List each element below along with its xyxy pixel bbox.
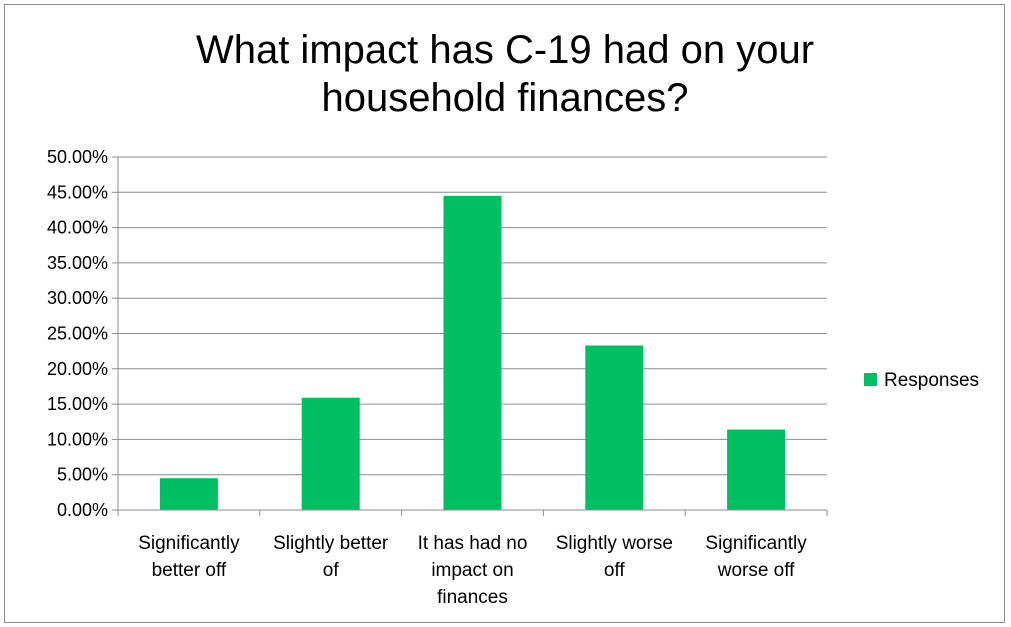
bar [443, 195, 502, 510]
y-tick-label: 10.00% [47, 429, 108, 449]
axes [117, 157, 828, 516]
bar [727, 429, 786, 510]
chart-title: What impact has C-19 had on yourhousehol… [196, 28, 814, 120]
chart-title-line: household finances? [322, 76, 689, 120]
bar [301, 397, 360, 510]
y-tick-label: 35.00% [47, 253, 108, 273]
x-category-label: better off [152, 560, 227, 581]
x-category-label: impact on [431, 560, 513, 581]
legend-label: Responses [884, 370, 979, 391]
y-tick-label: 25.00% [47, 324, 108, 344]
bars [159, 195, 786, 510]
chart-title-line: What impact has C-19 had on your [196, 28, 814, 72]
bar [585, 345, 644, 510]
x-category-label: Significantly [138, 533, 240, 554]
y-tick-label: 0.00% [57, 500, 108, 520]
y-tick-label: 40.00% [47, 218, 108, 238]
bar [159, 478, 218, 510]
y-tick-label: 45.00% [47, 182, 108, 202]
x-category-label: off [604, 560, 626, 581]
x-category-label: It has had no [418, 533, 528, 554]
x-category-label: Significantly [705, 533, 807, 554]
x-category-label: worse off [717, 560, 795, 581]
y-tick-label: 30.00% [47, 288, 108, 308]
x-category-label: Slightly worse [556, 533, 673, 554]
legend: Responses [864, 370, 979, 391]
x-category-label: of [323, 560, 340, 581]
chart-frame [4, 4, 1005, 623]
y-tick-label: 20.00% [47, 359, 108, 379]
y-tick-label: 15.00% [47, 394, 108, 414]
y-axis-tick-labels: 0.00% 5.00% 10.00% 15.00% 20.00% 25.00% 30.00%… [47, 147, 108, 520]
legend-swatch [864, 373, 877, 386]
x-axis-category-labels: Significantly better off Slightly better of… [138, 533, 807, 608]
x-category-label: Slightly better [273, 533, 389, 554]
x-category-label: finances [437, 587, 508, 608]
y-tick-label: 5.00% [57, 465, 108, 485]
y-tick-label: 50.00% [47, 147, 108, 167]
